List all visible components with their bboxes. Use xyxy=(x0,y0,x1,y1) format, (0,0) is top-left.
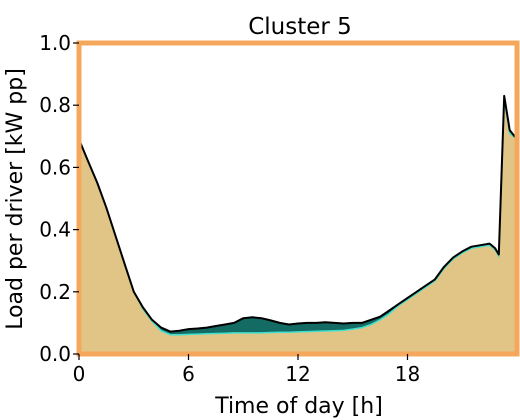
y-tick-label: 0.8 xyxy=(39,93,71,117)
x-axis-label: Time of day [h] xyxy=(214,394,383,419)
x-tick-label: 6 xyxy=(182,362,195,386)
y-tick-label: 0.0 xyxy=(39,342,71,366)
x-tick-label: 18 xyxy=(395,362,420,386)
y-axis-label: Load per driver [kW pp] xyxy=(3,68,28,330)
series-lower-line xyxy=(78,98,518,336)
y-tick-label: 0.2 xyxy=(39,280,71,304)
axes: 0 6 12 18 0.0 0.2 0.4 0.6 0.8 1.0 xyxy=(39,31,420,386)
y-tick-label: 1.0 xyxy=(39,31,71,55)
x-tick-label: 0 xyxy=(73,362,86,386)
series-area-fill xyxy=(79,99,517,354)
y-tick-label: 0.4 xyxy=(39,218,71,242)
plot-area xyxy=(78,94,518,354)
chart-title: Cluster 5 xyxy=(248,14,352,40)
x-tick-label: 12 xyxy=(285,362,310,386)
y-tick-label: 0.6 xyxy=(39,155,71,179)
series-upper-line xyxy=(78,94,518,333)
